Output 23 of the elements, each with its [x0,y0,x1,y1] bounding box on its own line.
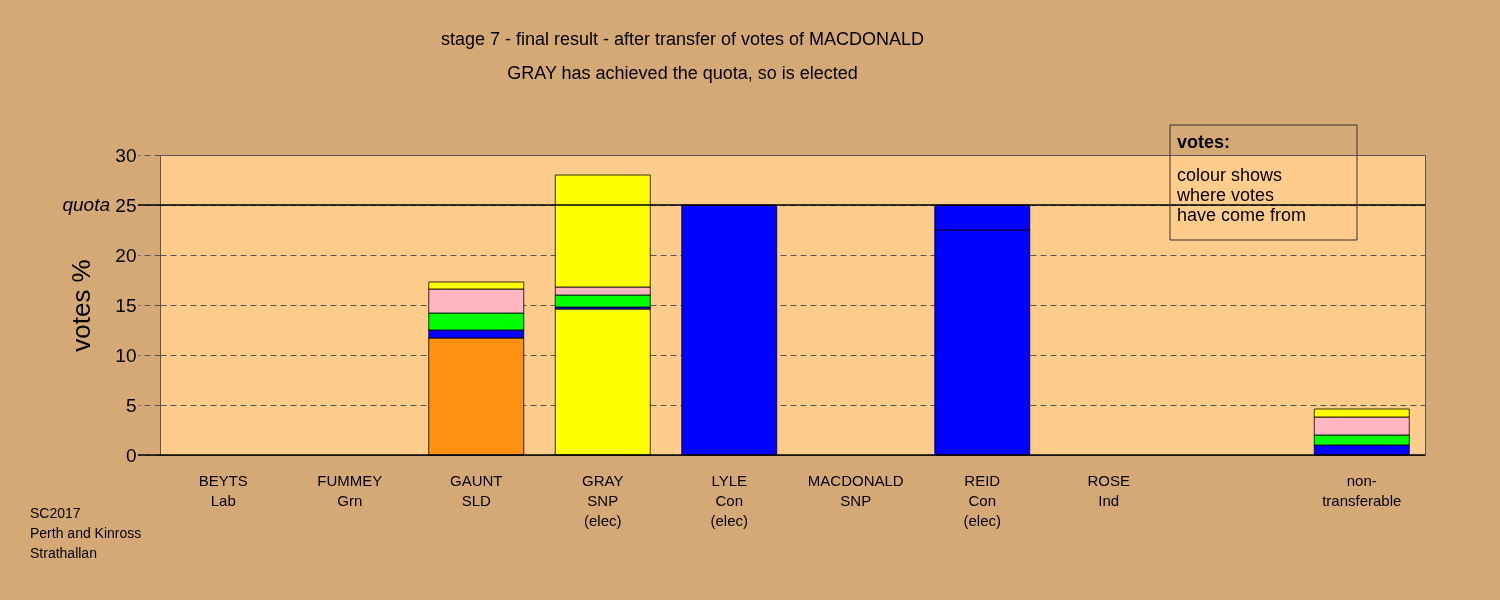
x-tick-label: REID Con (elec) [963,471,1002,529]
text: SC2017 Perth and Kinross Strathallan [30,505,142,561]
y-axis-title: votes % [66,259,97,352]
x-tick-label: LYLE Con (elec) [710,471,749,529]
y-tick-label: 5 [125,394,137,416]
x-tick-label: GAUNT SLD [450,471,503,509]
y-tick-label: 15 [115,294,137,316]
x-tick-label: BEYTS Lab [198,471,248,509]
y-tick-label: 30 [115,144,137,166]
x-tick-label: MACDONALD SNP [807,471,904,509]
x-tick-label: GRAY SNP (elec) [582,471,624,529]
y-tick-label: 10 [115,344,137,366]
x-tick-label: FUMMEY Grn [317,471,383,509]
y-tick-label: 0 [125,444,137,466]
chart-title: stage 7 - final result - after transfer of votes of MACDONALD [440,28,925,49]
annotation: colour shows where votes have come from [1176,165,1307,225]
text: votes: [1177,132,1231,152]
chart-subtitle: GRAY has achieved the quota, so is elected [507,62,858,83]
y-tick-label: 20 [115,244,137,266]
ref-line-label: quota [62,194,110,215]
x-tick-label: ROSE Ind [1087,471,1131,509]
x-tick-label: non- transferable [1322,471,1402,509]
y-tick-label: 25 [115,194,137,216]
